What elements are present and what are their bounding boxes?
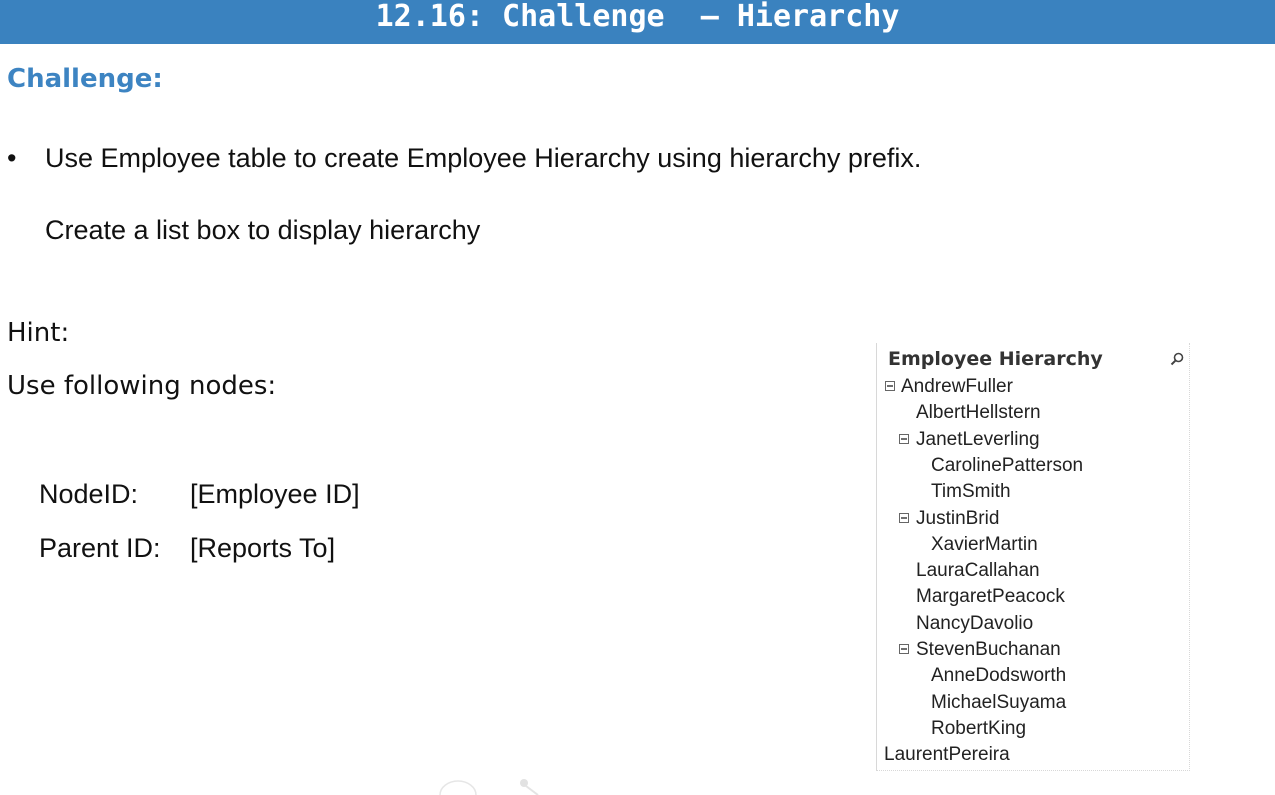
tree-item[interactable]: MichaelSuyama xyxy=(877,692,1177,716)
collapse-icon[interactable] xyxy=(899,644,909,654)
tree-item[interactable]: XavierMartin xyxy=(877,534,1177,558)
tree-item[interactable]: CarolinePatterson xyxy=(877,455,1177,479)
tree-item-label: TimSmith xyxy=(931,481,1011,503)
tree-item[interactable]: LaurentPereira xyxy=(877,744,1177,768)
tree-item-label: JanetLeverling xyxy=(916,428,1040,450)
tree-item-label: CarolinePatterson xyxy=(931,454,1084,476)
tree-item-label: XavierMartin xyxy=(931,533,1038,555)
tree-item-label: AndrewFuller xyxy=(901,376,1013,397)
tree-item-label: AnneDodsworth xyxy=(931,665,1067,687)
tree-item[interactable]: TimSmith xyxy=(877,481,1177,505)
bullet-dot: • xyxy=(7,143,17,173)
tree-item[interactable]: JustinBrid xyxy=(877,508,1177,532)
tree-item[interactable]: AlbertHellstern xyxy=(877,402,1177,426)
collapse-icon[interactable] xyxy=(899,433,909,444)
tree-item-label: StevenBuchanan xyxy=(916,639,1061,660)
tree-item[interactable]: AndrewFuller xyxy=(877,376,1177,400)
node-id-key: NodeID: xyxy=(39,479,139,509)
hint-label: Hint: xyxy=(7,318,70,348)
tree-item-label: MargaretPeacock xyxy=(916,586,1065,608)
node-id-value: [Employee ID] xyxy=(190,479,360,509)
bullet-text: Use Employee table to create Employee Hi… xyxy=(45,143,922,173)
faded-watermark xyxy=(439,779,539,795)
collapse-icon[interactable] xyxy=(899,512,909,523)
listbox-instruction: Create a list box to display hierarchy xyxy=(45,215,481,245)
employee-hierarchy-listbox[interactable]: Employee Hierarchy AndrewFuller AlbertHel… xyxy=(876,343,1190,771)
nodes-intro: Use following nodes: xyxy=(7,371,277,401)
tree-item-label: MichaelSuyama xyxy=(931,691,1067,713)
parent-id-value: [Reports To] xyxy=(190,533,336,563)
tree-item-label: JustinBrid xyxy=(916,507,1000,529)
tree-item[interactable]: LauraCallahan xyxy=(877,560,1177,584)
tree-item[interactable]: StevenBuchanan xyxy=(877,639,1177,663)
tree-item-label: AlbertHellstern xyxy=(916,402,1041,424)
parent-id-key: Parent ID: xyxy=(39,533,161,563)
challenge-heading: Challenge: xyxy=(7,64,163,94)
tree-item-label: RobertKing xyxy=(931,717,1027,739)
tree-item[interactable]: MargaretPeacock xyxy=(877,586,1177,610)
listbox-title: Employee Hierarchy xyxy=(888,348,1103,370)
tree-item-label: NancyDavolio xyxy=(916,612,1034,634)
search-icon[interactable] xyxy=(1170,352,1184,366)
tree-item-label: LauraCallahan xyxy=(916,560,1040,582)
tree-item[interactable]: JanetLeverling xyxy=(877,429,1177,453)
collapse-icon[interactable] xyxy=(885,381,895,391)
slide-title: 12.16: Challenge – Hierarchy xyxy=(0,0,1275,44)
tree-item-label: LaurentPereira xyxy=(884,744,1010,766)
tree-item[interactable]: RobertKing xyxy=(877,718,1177,742)
tree-item[interactable]: NancyDavolio xyxy=(877,613,1177,637)
tree-item[interactable]: AnneDodsworth xyxy=(877,665,1177,689)
